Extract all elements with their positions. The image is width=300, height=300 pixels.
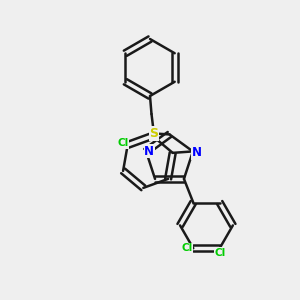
Text: N: N (144, 145, 154, 158)
Text: Cl: Cl (181, 243, 192, 253)
Text: Cl: Cl (118, 138, 129, 148)
Text: S: S (149, 127, 158, 140)
Text: Cl: Cl (214, 248, 225, 258)
Text: N: N (191, 146, 202, 159)
